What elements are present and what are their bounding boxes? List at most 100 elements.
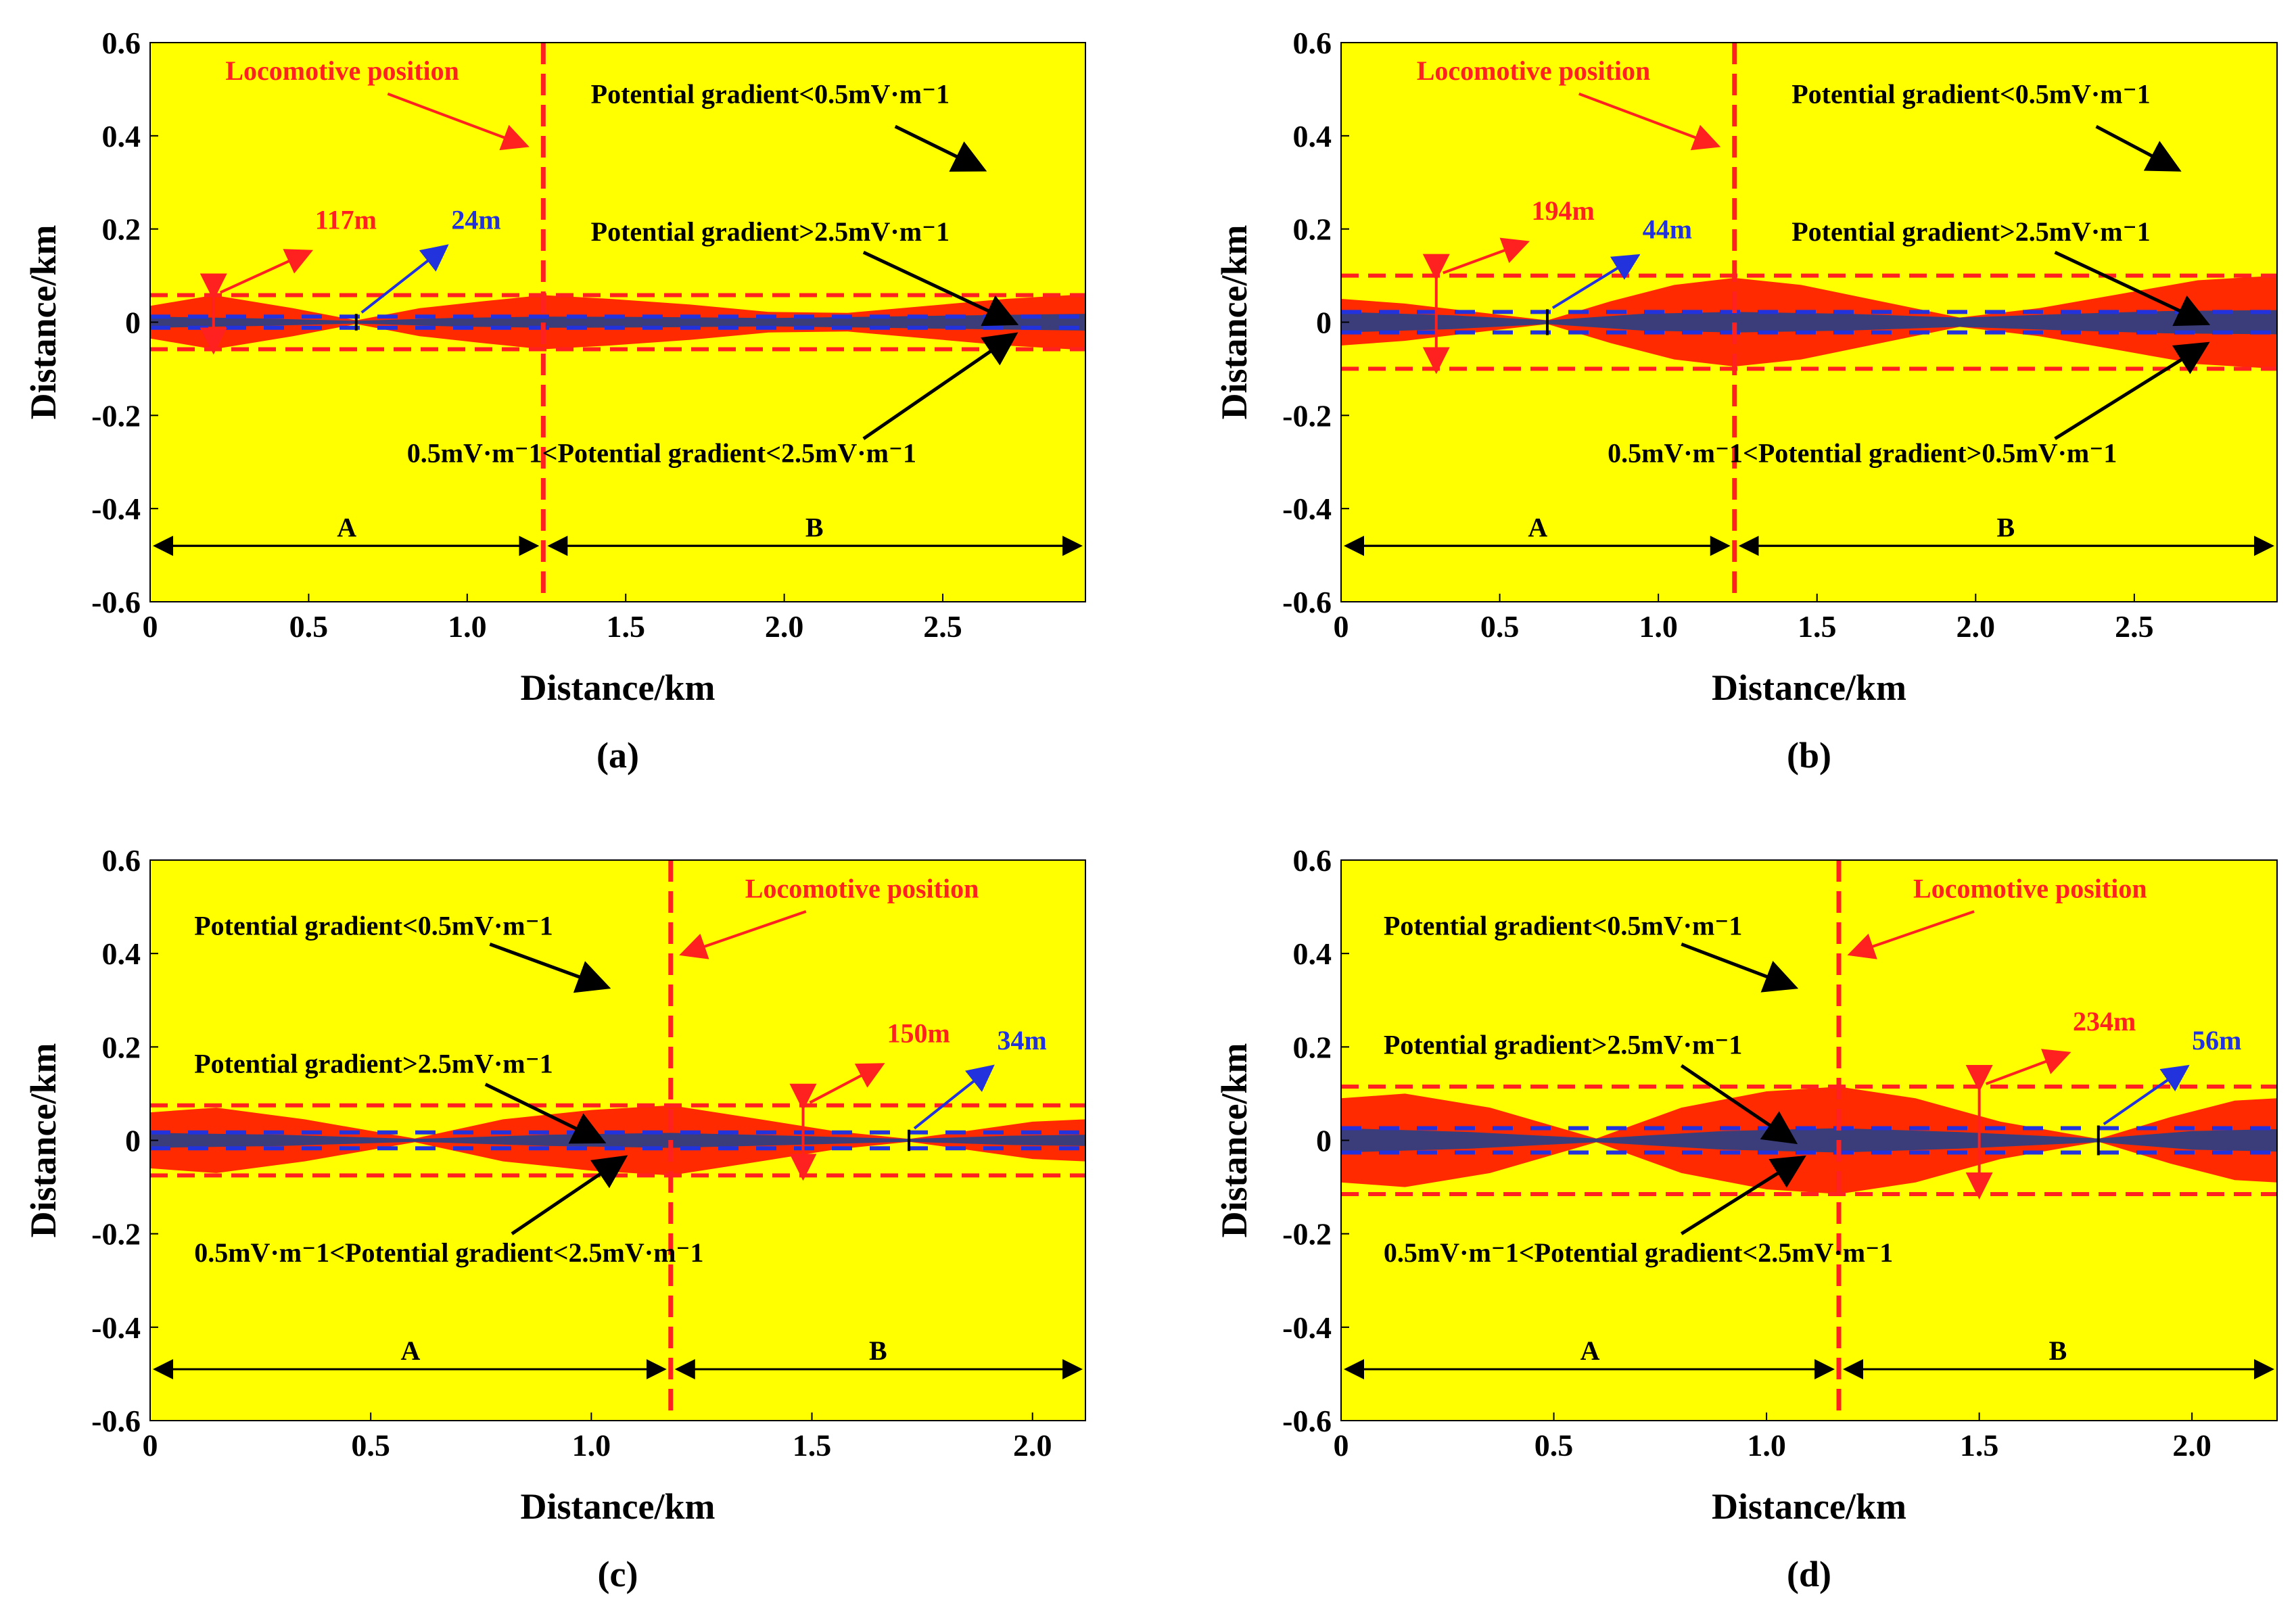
blue-measure-label: 34m [998,1025,1047,1055]
x-tick-label: 1.0 [572,1428,611,1463]
x-axis-label: Distance/km [1712,1486,1906,1527]
annotation-text: Potential gradient<0.5mV·m⁻1 [1384,911,1743,941]
locomotive-label: Locomotive position [745,873,979,903]
y-tick-label: 0 [125,306,141,340]
annotation-arrow [1680,1155,1806,1235]
locomotive-arrow [679,910,807,959]
region-a-label: A [1528,512,1547,542]
blue-measure-arrow [913,1064,995,1130]
red-measure-arrow [219,249,314,294]
locomotive-arrow [1847,910,1975,959]
x-axis-label: Distance/km [1712,667,1906,708]
annotation-arrow [862,332,1018,440]
plot-area [1341,43,2277,602]
x-tick-label: 1.0 [448,609,487,644]
annotation-text: 0.5mV·m⁻1<Potential gradient>0.5mV·m⁻1 [1608,437,2117,468]
locomotive-label: Locomotive position [225,55,459,86]
red-measure-arrow [1985,1049,2071,1085]
annotation-arrow [484,1083,607,1144]
x-tick-label: 0.5 [289,609,329,644]
y-axis-label: Distance/km [1214,1043,1255,1237]
x-tick-label: 2.0 [2172,1428,2211,1463]
x-tick-label: 0 [1334,1428,1349,1463]
y-tick-label: 0.6 [102,843,141,878]
x-tick-label: 2.0 [765,609,804,644]
y-tick-label: -0.4 [91,1310,141,1345]
y-tick-label: 0.4 [1293,119,1332,153]
x-axis-label: Distance/km [521,1486,716,1527]
high-gradient-band [1341,310,2277,335]
region-a-label: A [400,1335,420,1366]
y-tick-label: 0.4 [1293,936,1332,971]
x-tick-label: 2.5 [923,609,962,644]
y-tick-label: -0.2 [1282,1217,1332,1252]
annotation-text: Potential gradient>2.5mV·m⁻1 [194,1048,553,1078]
x-tick-label: 2.0 [1957,609,1996,644]
y-tick-label: -0.2 [1282,398,1332,433]
y-tick-label: 0 [1316,306,1332,340]
y-tick-label: -0.4 [1282,492,1332,526]
x-tick-label: 0.5 [1480,609,1520,644]
red-measure-arrow [1443,237,1530,275]
red-measure-label: 234m [2073,1006,2136,1037]
y-axis-label: Distance/km [23,224,64,419]
blue-measure-arrow [2103,1064,2190,1126]
x-tick-label: 0 [143,1428,158,1463]
y-tick-label: 0.4 [102,936,141,971]
y-tick-label: 0.4 [102,119,141,153]
high-gradient-band [1341,1128,2277,1153]
annotation-arrow [511,1155,628,1235]
annotation-text: 0.5mV·m⁻1<Potential gradient<2.5mV·m⁻1 [1384,1237,1893,1268]
annotation-text: Potential gradient>2.5mV·m⁻1 [1791,216,2151,247]
annotation-arrow [1680,1064,1798,1145]
x-tick-label: 0 [1334,609,1349,644]
x-tick-label: 1.5 [1960,1428,1999,1463]
annotation-arrow [1681,943,1799,993]
annotation-arrow [2054,250,2211,327]
y-tick-label: 0 [125,1124,141,1158]
y-tick-label: -0.6 [91,1404,141,1438]
red-measure-label: 117m [315,205,377,235]
annotation-arrow [894,124,987,172]
y-tick-label: -0.6 [1282,1404,1332,1438]
plot-area [150,860,1085,1421]
panel-label: (a) [596,735,639,776]
y-tick-label: 0.2 [102,212,141,247]
annotation-text: 0.5mV·m⁻1<Potential gradient<2.5mV·m⁻1 [194,1237,703,1268]
y-axis-label: Distance/km [1214,224,1255,419]
y-tick-label: 0.6 [102,26,141,60]
region-b-label: B [1997,512,2015,542]
panel-b: 0 0.5 1.0 1.5 2.0 2.5 0.6 0.4 0.2 0 -0.2 -0.4 -0.6 Di… [1214,26,2278,776]
region-b-label: B [805,512,824,542]
x-tick-label: 0 [143,609,158,644]
x-tick-label: 1.5 [1798,609,1837,644]
locomotive-arrow [387,92,530,151]
x-tick-label: 1.0 [1639,609,1678,644]
panel-label: (b) [1787,735,1831,776]
red-measure-label: 150m [887,1018,950,1048]
region-a-label: A [1580,1335,1600,1366]
annotation-arrow [2054,341,2210,440]
panel-d: 0 0.5 1.0 1.5 2.0 0.6 0.4 0.2 0 -0.2 -0.4 -0.6 Dista… [1214,843,2278,1594]
annotation-text: Potential gradient>2.5mV·m⁻1 [1384,1030,1743,1060]
annotation-text: Potential gradient<0.5mV·m⁻1 [194,911,553,941]
x-axis-label: Distance/km [521,667,716,708]
y-tick-label: -0.4 [1282,1310,1332,1345]
x-tick-label: 1.5 [793,1428,832,1463]
y-tick-label: 0.2 [1293,212,1332,247]
y-tick-label: -0.6 [91,585,141,619]
red-measure-arrow [809,1063,885,1104]
blue-measure-label: 56m [2192,1025,2241,1055]
x-tick-label: 2.5 [2115,609,2154,644]
y-tick-label: 0 [1316,1124,1332,1158]
annotation-arrow [489,943,611,993]
x-tick-label: 0.5 [351,1428,390,1463]
y-tick-label: 0.2 [1293,1030,1332,1064]
annotation-arrow [2095,124,2182,172]
y-tick-label: 0.2 [102,1030,141,1064]
panel-c: 0 0.5 1.0 1.5 2.0 0.6 0.4 0.2 0 -0.2 -0.4 -0.6 Dista… [23,843,1086,1594]
x-tick-label: 1.0 [1747,1428,1786,1463]
x-tick-label: 2.0 [1013,1428,1052,1463]
blue-measure-label: 24m [451,205,500,235]
